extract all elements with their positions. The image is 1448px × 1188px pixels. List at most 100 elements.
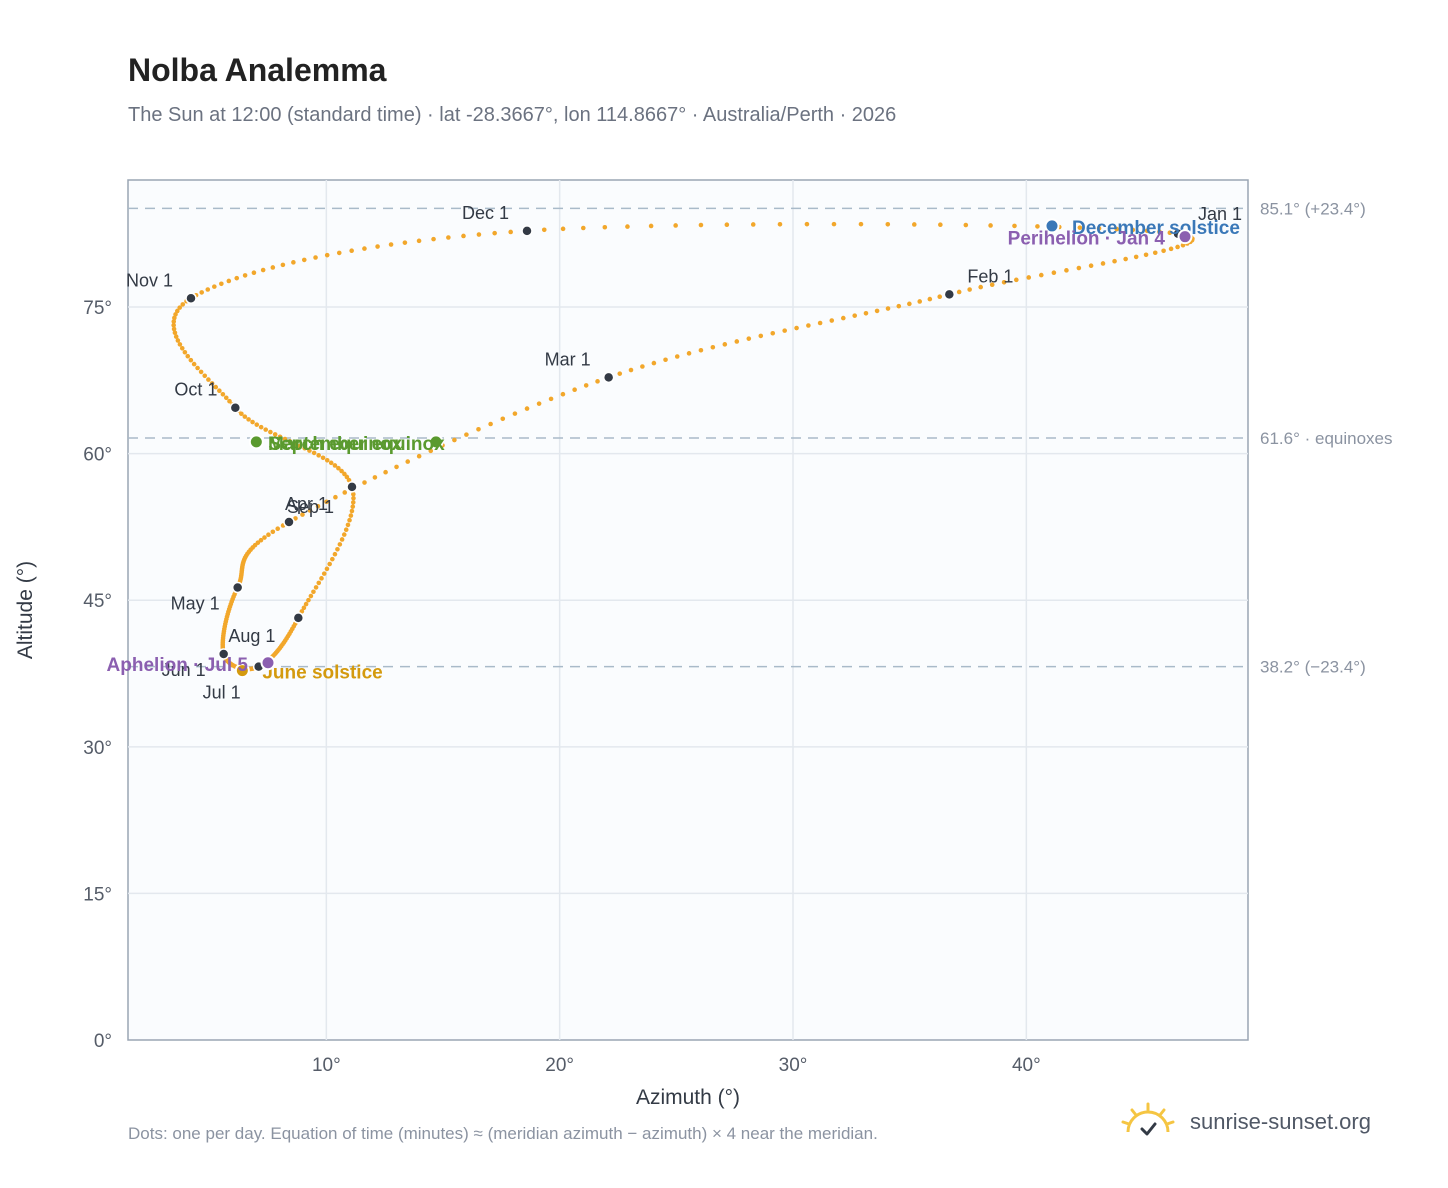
day-point	[172, 330, 178, 336]
brand-text[interactable]: sunrise-sunset.org	[1190, 1109, 1371, 1134]
day-point	[307, 448, 312, 453]
day-point	[330, 556, 335, 562]
day-point	[258, 537, 264, 543]
month-marker	[185, 292, 197, 304]
day-point	[182, 349, 188, 355]
day-point	[416, 238, 422, 244]
day-point	[989, 282, 995, 287]
day-point	[1133, 254, 1139, 260]
day-point	[1077, 225, 1083, 230]
day-point	[202, 373, 208, 379]
day-point	[205, 287, 211, 292]
day-point	[1088, 263, 1094, 269]
day-point	[177, 305, 183, 310]
month-label: Aug 1	[228, 626, 275, 646]
day-point	[394, 464, 399, 470]
axis-labels: 10° 20° 30° 40° 0° 15° 30° 45° 60° 75°	[83, 298, 1040, 1076]
day-point	[560, 391, 566, 397]
event-marker	[234, 663, 250, 679]
month-label: Mar 1	[545, 349, 591, 369]
day-point	[710, 344, 716, 350]
event-marker	[1044, 218, 1060, 234]
day-point	[628, 367, 634, 373]
day-point	[1161, 248, 1166, 254]
y-tick-label: 75°	[83, 298, 112, 319]
day-point	[852, 313, 858, 318]
day-point	[333, 494, 338, 500]
day-point	[388, 242, 394, 247]
day-point	[324, 457, 330, 463]
day-point	[858, 221, 864, 227]
day-point	[303, 601, 309, 607]
reference-lines: 85.1° (+23.4°) 61.6° · equinoxes 38.2° (−2…	[128, 199, 1393, 677]
day-point	[770, 330, 776, 336]
day-point	[476, 426, 481, 432]
day-point	[342, 490, 348, 495]
day-point	[402, 240, 408, 245]
day-point	[220, 392, 226, 397]
day-point	[724, 222, 730, 228]
day-point	[321, 571, 327, 576]
day-point	[311, 450, 317, 456]
day-point	[324, 252, 330, 258]
event-label: Perihelion · Jan 4	[1008, 229, 1166, 250]
day-point	[251, 270, 257, 276]
day-point	[541, 227, 547, 233]
day-point	[524, 406, 530, 411]
day-point	[301, 257, 307, 263]
day-point	[1001, 279, 1007, 285]
event-marker	[260, 655, 276, 671]
day-point	[651, 360, 657, 366]
day-point	[351, 495, 356, 501]
month-marker	[229, 401, 242, 414]
brand[interactable]: sunrise-sunset.org	[1120, 1102, 1371, 1142]
day-point	[461, 233, 466, 239]
day-point	[209, 381, 215, 386]
day-point	[199, 290, 205, 295]
chart-subtitle: The Sun at 12:00 (standard time) · lat -…	[128, 104, 897, 126]
day-point	[324, 499, 329, 505]
day-point	[172, 315, 177, 321]
footnote: Dots: one per day. Equation of time (min…	[128, 1124, 878, 1143]
y-tick-label: 15°	[83, 884, 112, 905]
day-point	[917, 299, 923, 304]
month-label: Jan 1	[1198, 204, 1242, 224]
day-point	[1123, 256, 1128, 262]
day-point	[1100, 261, 1106, 266]
day-point	[302, 445, 307, 451]
day-point	[452, 437, 457, 443]
day-point	[488, 421, 493, 427]
month-marker	[943, 288, 956, 301]
day-point	[722, 342, 728, 347]
day-point	[874, 308, 880, 314]
day-point	[179, 345, 185, 351]
day-point	[602, 224, 608, 230]
day-point	[617, 371, 623, 376]
day-point	[1051, 270, 1057, 275]
day-point	[347, 517, 352, 523]
day-point	[405, 459, 411, 464]
day-point	[1076, 265, 1082, 271]
day-point	[428, 448, 434, 454]
day-point	[967, 287, 972, 292]
day-point	[383, 469, 388, 475]
day-point	[297, 443, 303, 449]
day-point	[319, 576, 324, 581]
day-point	[349, 248, 354, 254]
day-point	[239, 411, 244, 417]
day-point	[270, 265, 276, 270]
month-label: Oct 1	[174, 380, 217, 400]
day-point	[173, 312, 178, 317]
day-point	[306, 597, 311, 603]
day-point	[242, 414, 248, 419]
day-point	[260, 267, 266, 273]
month-label: May 1	[171, 594, 220, 614]
month-marker	[217, 648, 230, 660]
day-point	[275, 526, 281, 532]
day-point	[583, 383, 589, 388]
day-point	[343, 527, 349, 533]
day-point	[750, 222, 756, 227]
day-point	[213, 384, 219, 390]
